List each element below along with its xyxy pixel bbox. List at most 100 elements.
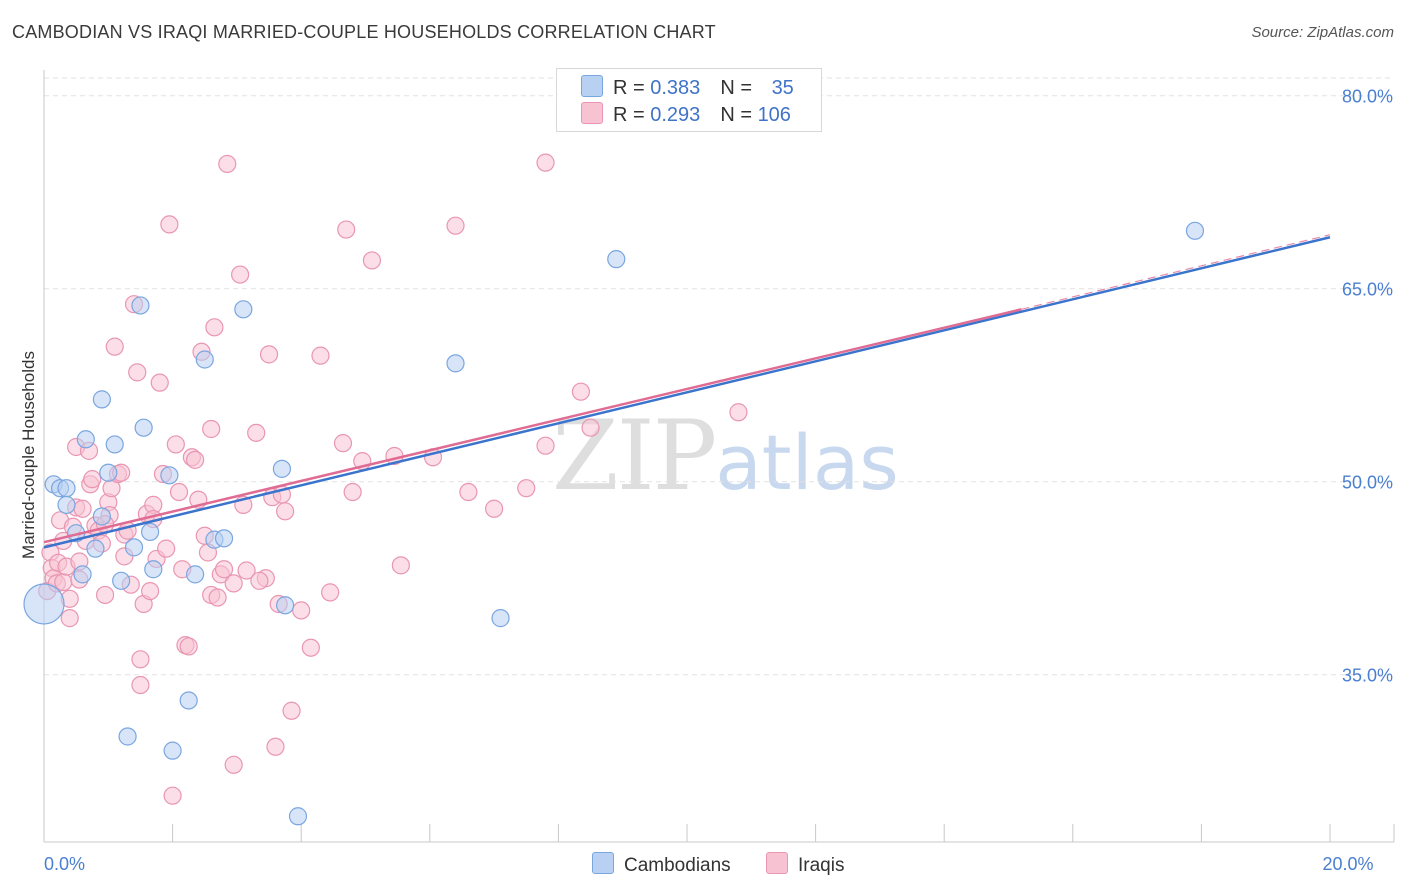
cambodian-point [214, 529, 234, 548]
y-tick-label: 80.0% [1342, 87, 1393, 107]
x-tick-label: 20.0% [1322, 854, 1373, 874]
iraqi-point [333, 434, 353, 453]
iraqi-point [536, 436, 555, 455]
cambodian-point [124, 538, 144, 557]
iraqi-point [517, 479, 536, 498]
iraqi-point [95, 585, 115, 605]
iraqi-point [131, 675, 150, 695]
grid [44, 77, 1394, 676]
iraqi-point [208, 588, 227, 607]
correlation-legend: R = 0.383 N = 35 R = 0.293 N = 106 [556, 68, 822, 132]
legend-row-iraqis: R = 0.293 N = 106 [581, 102, 791, 126]
iraqi-point [54, 572, 73, 592]
pink-swatch [766, 852, 788, 874]
iraqi-point [179, 637, 198, 656]
cambodian-point [276, 596, 295, 615]
legend-cambodians: Cambodians [592, 852, 731, 877]
r-label: R = [613, 77, 651, 99]
iraqi-point [292, 601, 311, 620]
iraqi-point [259, 345, 279, 364]
cambodian-point [23, 583, 65, 625]
iraqi-point [157, 539, 176, 558]
tick-labels: 80.0% 65.0% 50.0% 35.0% 0.0% 20.0% [44, 87, 1393, 874]
iraqi-point [282, 701, 301, 720]
iraqi-point [60, 609, 79, 628]
y-tick-label: 65.0% [1342, 280, 1393, 300]
cambodian-point [144, 560, 163, 579]
cambodian-trend-line [43, 236, 1331, 549]
axes [43, 70, 1395, 843]
iraqi-point [140, 581, 160, 601]
iraqi-point [571, 382, 591, 401]
iraqi-point [166, 435, 185, 454]
iraqi-point [311, 346, 330, 365]
iraqi-point [128, 363, 147, 382]
legend-iraqis: Iraqis [766, 852, 844, 877]
x-tick-label: 0.0% [44, 854, 85, 874]
iraqi-points [38, 153, 748, 805]
iraqi-point [276, 502, 295, 521]
cambodian-point [86, 539, 105, 558]
iraqi-point [150, 373, 169, 392]
cambodian-point [607, 250, 626, 269]
iraqi-trend-extension [1021, 234, 1331, 310]
n-value-iraqis: 106 [757, 104, 791, 126]
r-label: R = [613, 104, 651, 126]
y-tick-label: 35.0% [1342, 666, 1393, 686]
iraqi-point [202, 419, 221, 439]
iraqi-point [186, 450, 205, 469]
iraqi-point [73, 499, 92, 518]
iraqi-point [321, 583, 340, 602]
iraqi-point [231, 265, 250, 284]
cambodian-point [112, 571, 131, 590]
cambodian-point [160, 466, 179, 485]
iraqi-point [205, 318, 224, 337]
cambodian-point [1185, 221, 1205, 240]
y-axis-label: Married-couple Households [19, 351, 38, 559]
cambodian-point [272, 459, 292, 478]
cambodian-point [186, 565, 205, 584]
cambodian-point [118, 727, 137, 746]
cambodian-point [446, 354, 465, 373]
iraqi-point [343, 482, 362, 502]
cambodian-point [57, 495, 76, 514]
cambodian-point [131, 296, 150, 315]
cambodian-point [57, 479, 76, 498]
iraqi-point [214, 560, 234, 579]
iraqi-point [131, 650, 150, 669]
blue-swatch [592, 852, 614, 874]
watermark-atlas: atlas [715, 418, 899, 507]
iraqi-point [301, 638, 320, 657]
r-value-iraqis: 0.293 [650, 104, 701, 126]
iraqi-point [224, 574, 243, 593]
cambodian-point [105, 435, 124, 454]
trend-lines [43, 234, 1331, 549]
cambodian-point [491, 609, 510, 628]
iraqi-point [337, 220, 356, 239]
iraqi-point [581, 418, 600, 437]
iraqi-point [169, 482, 189, 502]
iraqi-point [446, 216, 465, 235]
cambodian-point [134, 418, 153, 437]
cambodian-point [92, 390, 111, 409]
iraqi-point [237, 561, 256, 580]
legend-row-cambodians: R = 0.383 N = 35 [581, 75, 794, 99]
cambodian-point [76, 430, 95, 449]
cambodian-point [179, 691, 198, 710]
iraqi-point [163, 786, 182, 805]
iraqi-point [536, 153, 555, 172]
iraqi-point [218, 154, 237, 174]
n-label: N = [720, 104, 758, 126]
iraqi-point [83, 470, 102, 489]
chart-title: CAMBODIAN VS IRAQI MARRIED-COUPLE HOUSEH… [12, 22, 716, 42]
iraqi-point [459, 482, 478, 502]
cambodian-point [195, 350, 214, 369]
legend-iraqis-label: Iraqis [798, 855, 845, 876]
n-label: N = [720, 77, 758, 99]
iraqi-point [250, 571, 269, 590]
iraqi-point [729, 403, 748, 422]
iraqi-point [485, 499, 504, 518]
iraqi-point [224, 755, 243, 774]
watermark: ZIPatlas [552, 400, 899, 512]
iraqi-point [391, 556, 410, 575]
